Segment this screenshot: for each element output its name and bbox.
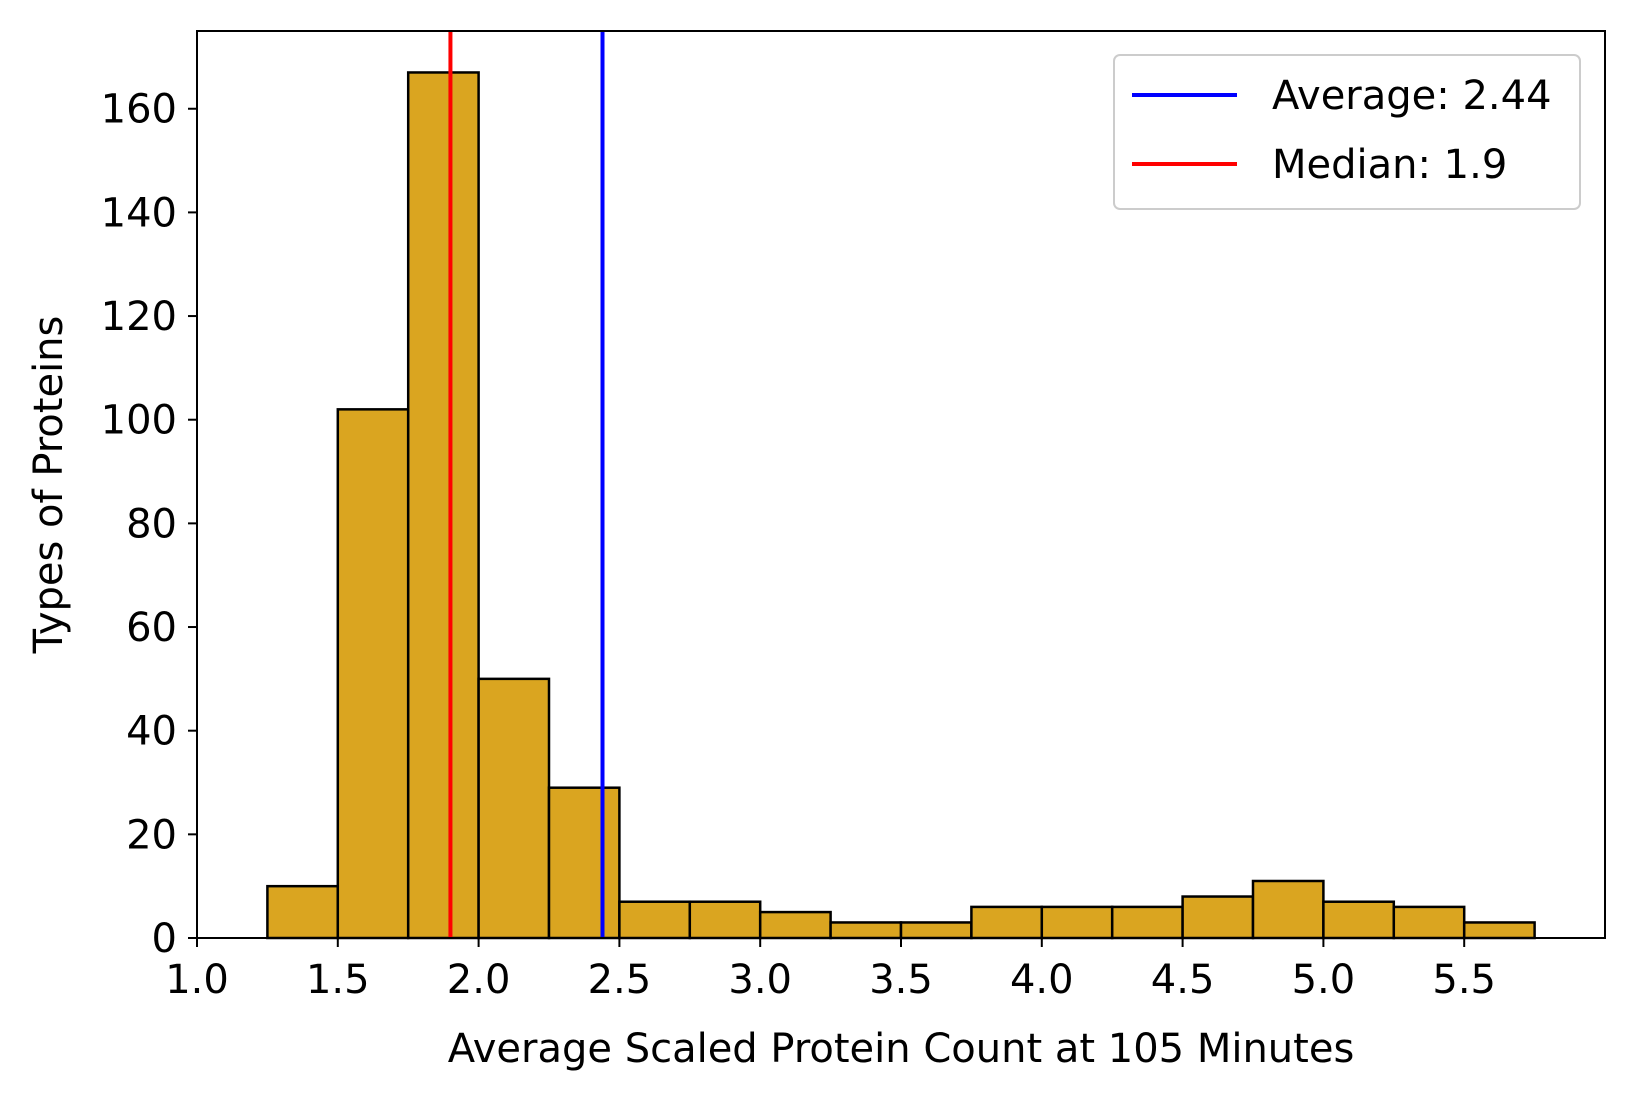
histogram-bar (758, 910, 832, 940)
x-tick-label: 4.0 (1010, 957, 1074, 1003)
bars-group (266, 71, 1536, 940)
x-axis-label: Average Scaled Protein Count at 105 Minu… (448, 1026, 1355, 1072)
histogram-bar (1392, 905, 1466, 940)
y-tick-label: 160 (101, 87, 177, 133)
x-axis-ticks: 1.0 1.5 2.0 2.5 3.0 3.5 4.0 4.5 5.0 5.5 (165, 938, 1496, 1003)
histogram-bar (1251, 879, 1325, 940)
x-tick-label: 2.0 (447, 957, 511, 1003)
histogram-bar (266, 884, 340, 940)
y-tick-label: 60 (126, 605, 177, 651)
x-tick-label: 1.5 (306, 957, 370, 1003)
histogram-bar (899, 921, 973, 940)
histogram-bar (336, 408, 410, 940)
histogram-bar (477, 677, 551, 940)
x-tick-label: 5.0 (1292, 957, 1356, 1003)
histogram-bar (1110, 905, 1184, 940)
histogram-bar (547, 786, 621, 940)
y-tick-label: 20 (126, 812, 177, 858)
y-tick-label: 40 (126, 709, 177, 755)
histogram-bar (1181, 895, 1255, 940)
x-tick-label: 4.5 (1151, 957, 1215, 1003)
reference-lines-group (448, 31, 605, 938)
histogram-bar (406, 71, 480, 940)
x-tick-label: 3.5 (869, 957, 933, 1003)
histogram-bar (829, 921, 903, 940)
y-axis-ticks: 0 20 40 60 80 100 120 140 160 (101, 87, 197, 962)
x-tick-label: 1.0 (165, 957, 229, 1003)
legend-label-median: Median: 1.9 (1272, 142, 1507, 188)
histogram-bar (1040, 905, 1114, 940)
histogram-bar (688, 900, 762, 940)
y-axis-label: Types of Proteins (26, 316, 72, 655)
legend-label-average: Average: 2.44 (1272, 73, 1552, 119)
x-tick-label: 3.0 (728, 957, 792, 1003)
y-tick-label: 0 (152, 916, 177, 962)
histogram-bar (970, 905, 1044, 940)
histogram-bar (1462, 921, 1536, 940)
x-tick-label: 5.5 (1432, 957, 1496, 1003)
y-tick-label: 80 (126, 501, 177, 547)
x-tick-label: 2.5 (588, 957, 652, 1003)
histogram-bar (1322, 900, 1396, 940)
y-tick-label: 120 (101, 294, 177, 340)
legend: Average: 2.44 Median: 1.9 (1113, 54, 1581, 210)
y-tick-label: 140 (101, 190, 177, 236)
y-tick-label: 100 (101, 398, 177, 444)
histogram-bar (618, 900, 692, 940)
